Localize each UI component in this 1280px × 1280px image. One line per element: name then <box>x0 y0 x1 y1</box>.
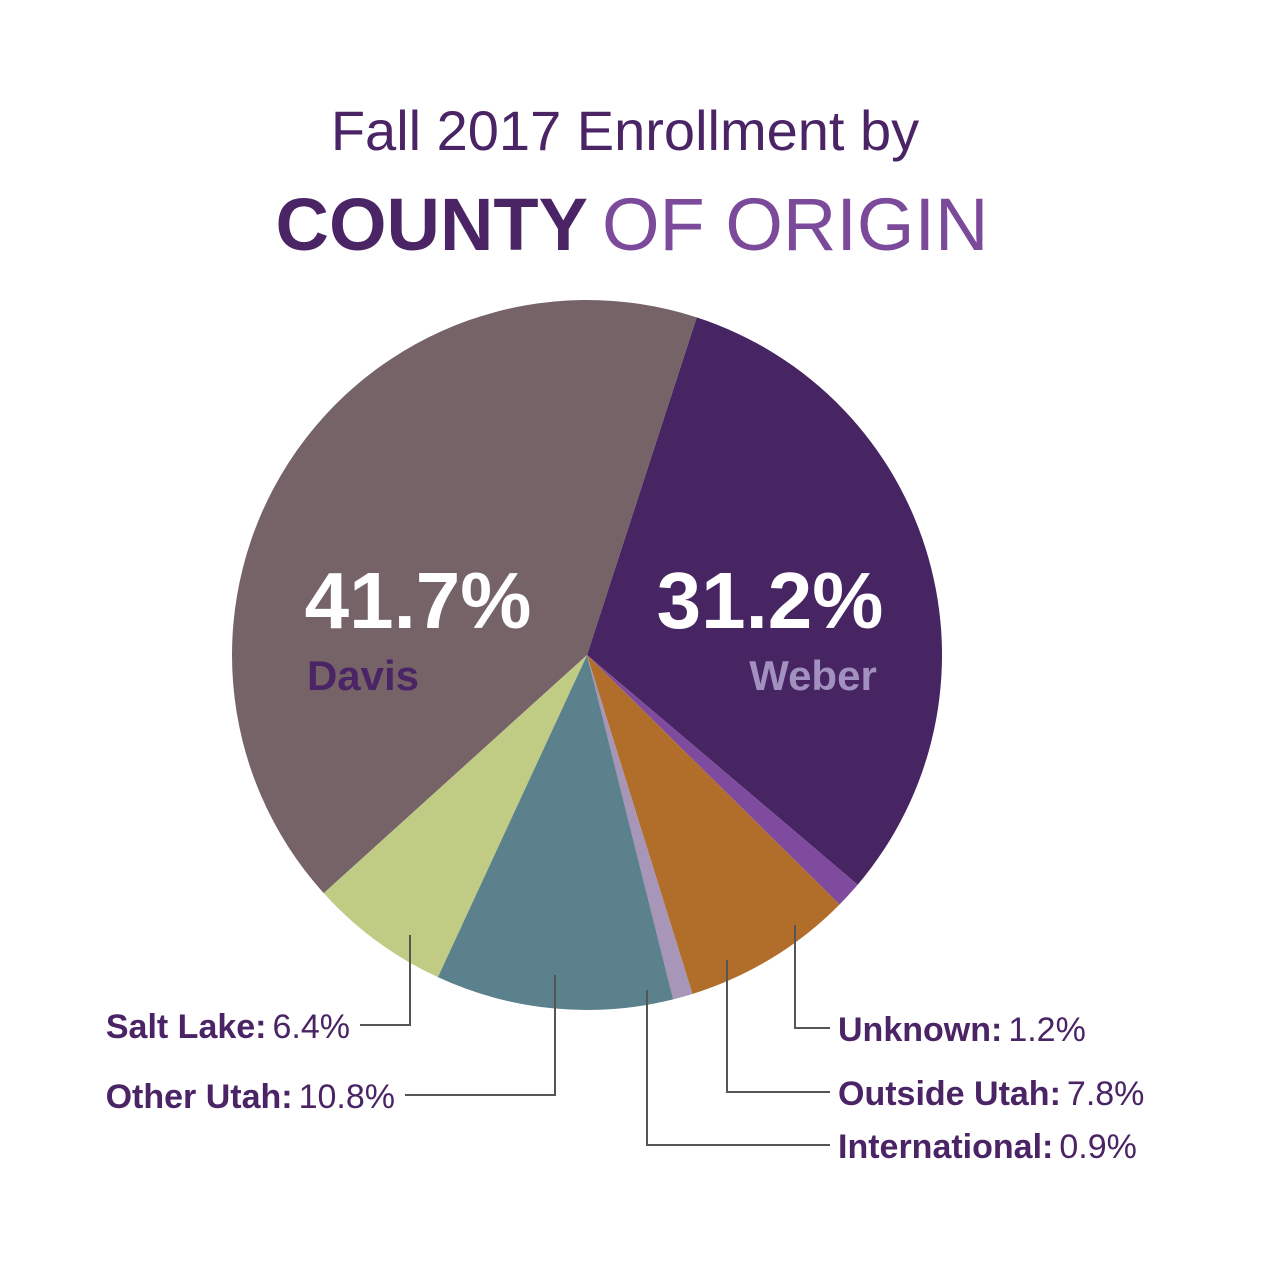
pie-slice <box>587 655 858 905</box>
callout-value: 1.2% <box>1008 1011 1086 1049</box>
callout-line <box>405 975 556 1096</box>
chart-title-rest: OF ORIGIN <box>602 183 988 266</box>
callout-value: 0.9% <box>1059 1128 1137 1166</box>
pie-slice <box>587 655 840 994</box>
pie-slice <box>587 317 943 885</box>
pie-slice <box>437 655 674 1010</box>
slice-value-label: 41.7% <box>305 556 532 645</box>
callout-line <box>646 990 830 1146</box>
callout-value: 6.4% <box>273 1008 351 1046</box>
slice-name-label: Weber <box>749 652 877 699</box>
slice-value-label: 31.2% <box>657 556 884 645</box>
callout-category: Other Utah: <box>106 1078 293 1116</box>
callout-value: 10.8% <box>299 1078 395 1116</box>
callout-line <box>794 925 830 1029</box>
callout-category: Unknown: <box>838 1011 1002 1049</box>
callout-value: 7.8% <box>1067 1075 1145 1113</box>
chart-title: Fall 2017 Enrollment by <box>331 99 919 162</box>
pie-slice <box>231 300 697 894</box>
callout-category: International: <box>838 1128 1053 1166</box>
chart-title-emphasis: COUNTY <box>276 183 588 266</box>
slice-name-label: Davis <box>307 652 419 699</box>
pie-slice <box>587 655 693 1000</box>
pie-slice <box>323 655 587 978</box>
callout-category: Salt Lake: <box>106 1008 267 1046</box>
callout-category: Outside Utah: <box>838 1075 1061 1113</box>
callout-line <box>726 960 830 1093</box>
callout-line <box>360 935 411 1026</box>
